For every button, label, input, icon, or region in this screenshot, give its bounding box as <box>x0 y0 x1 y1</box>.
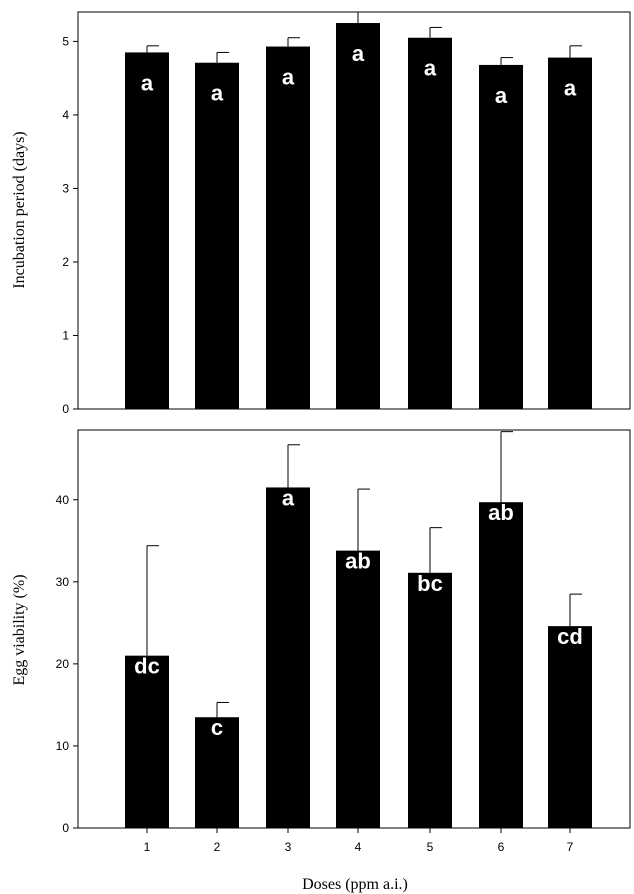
bottom-bar <box>195 717 239 828</box>
bottom-bar <box>266 487 310 828</box>
bottom-y-axis-title: Egg viability (%) <box>11 574 28 685</box>
x-tick-label: 3 <box>285 840 292 854</box>
top-y-tick-label: 1 <box>62 328 69 342</box>
top-bar <box>266 46 310 409</box>
bottom-bar-letter: ab <box>488 500 514 525</box>
bottom-bar <box>548 626 592 828</box>
bottom-bar-letter: c <box>211 715 223 740</box>
top-bar <box>336 23 380 410</box>
bottom-y-axis: 0 10 20 30 40 <box>56 493 78 835</box>
bottom-panel: 0 10 20 30 40 1 2 3 4 5 6 7 dc c a ab bc ab cd Egg viabi… <box>11 429 631 893</box>
bottom-bar <box>479 502 523 828</box>
top-bar <box>548 57 592 409</box>
top-y-tick-label: 5 <box>62 34 69 48</box>
bottom-y-tick-label: 30 <box>56 575 70 589</box>
top-y-tick-label: 0 <box>62 402 69 416</box>
bottom-bar <box>336 550 380 828</box>
top-y-tick-label: 4 <box>62 108 69 122</box>
top-bar-letter: a <box>564 76 577 101</box>
top-bar-letter: a <box>211 81 224 106</box>
bottom-y-tick-label: 40 <box>56 493 70 507</box>
top-bar-letter: a <box>352 41 365 66</box>
x-tick-label: 4 <box>355 840 362 854</box>
x-tick-label: 6 <box>498 840 505 854</box>
top-bar-letter: a <box>141 70 154 95</box>
bottom-y-tick-label: 10 <box>56 739 70 753</box>
top-y-tick-label: 3 <box>62 181 69 195</box>
bottom-bar-letter: ab <box>345 549 371 574</box>
bottom-bar <box>408 572 452 828</box>
x-axis-title: Doses (ppm a.i.) <box>302 876 408 893</box>
top-bar <box>125 52 169 410</box>
top-bar-letter: a <box>282 65 295 90</box>
x-tick-label: 1 <box>144 840 151 854</box>
top-y-axis: 0 1 2 3 4 5 <box>62 34 78 416</box>
x-tick-label: 2 <box>214 840 221 854</box>
top-bar-letter: a <box>424 56 437 81</box>
bottom-bar <box>125 655 169 828</box>
top-bars: a a a a a a a <box>125 12 592 410</box>
bottom-x-axis: 1 2 3 4 5 6 7 <box>144 828 574 854</box>
top-bar <box>408 37 452 410</box>
bottom-bars: dc c a ab bc ab cd <box>125 431 592 828</box>
top-panel: 0 1 2 3 4 5 a a a a a a a Incubation period (days) <box>11 11 631 416</box>
bottom-bar-letter: dc <box>134 654 160 679</box>
top-y-tick-label: 2 <box>62 255 69 269</box>
bottom-bar-letter: bc <box>417 571 443 596</box>
bottom-y-tick-label: 0 <box>62 821 69 835</box>
bottom-bar-letter: cd <box>557 624 583 649</box>
top-y-axis-title: Incubation period (days) <box>11 131 28 288</box>
top-bar <box>195 62 239 409</box>
top-bar <box>479 64 523 409</box>
x-tick-label: 7 <box>567 840 574 854</box>
bottom-y-tick-label: 20 <box>56 657 70 671</box>
x-tick-label: 5 <box>427 840 434 854</box>
top-bar-letter: a <box>495 83 508 108</box>
bottom-bar-letter: a <box>282 485 295 510</box>
